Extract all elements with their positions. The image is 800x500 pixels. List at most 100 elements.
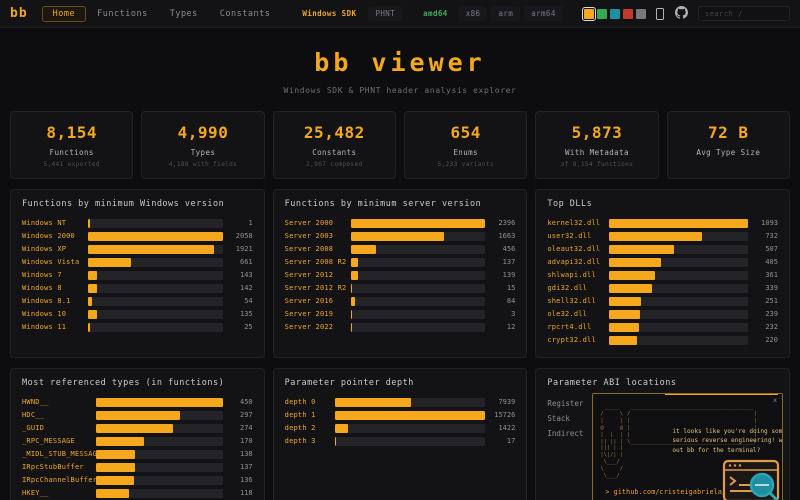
stat-label: Types [190, 148, 216, 157]
abi-label-list: Register Stack Indirect [547, 396, 778, 441]
stat-sublabel: 2,967 composed [306, 161, 363, 168]
bar-track [88, 218, 223, 228]
bar-fill [88, 218, 90, 228]
panel-parameter-abi-locations: Parameter ABI locations Register Stack I… [535, 368, 790, 500]
bar-row: Server 2008 456 [285, 243, 515, 255]
bar-track [88, 283, 223, 293]
bar-row: Server 2016 84 [285, 295, 515, 307]
bar-label: kernel32.dll [547, 219, 601, 227]
bar-value: 137 [240, 463, 253, 471]
theme-swatch-gray[interactable] [636, 8, 646, 19]
stat-value: 4,990 [177, 123, 229, 142]
bar-row: Windows XP 1921 [22, 243, 253, 255]
bar-fill [609, 296, 642, 306]
bar-track [88, 296, 223, 306]
bar-label: _GUID [22, 424, 45, 432]
terminal-search-icon[interactable] [718, 456, 780, 500]
source-badge-phnt[interactable]: PHNT [368, 6, 403, 21]
bar-value: 1093 [761, 219, 778, 227]
bar-row: Windows 10 135 [22, 308, 253, 320]
bar-list: kernel32.dll 1093 user32.dll 732 oleaut32.dl… [547, 217, 778, 346]
nav-link-types[interactable]: Types [169, 8, 198, 19]
nav-link-functions[interactable]: Functions [97, 8, 148, 19]
bar-fill [334, 423, 349, 433]
panel-title: Top DLLs [547, 199, 593, 209]
bar-value: 142 [240, 284, 253, 292]
bar-label: Windows 8 [22, 284, 62, 292]
panel-functions-by-server-version: Functions by minimum server version Serv… [272, 189, 528, 358]
clippy-github-link[interactable]: > github.com/cristeigabriela/bb [605, 488, 735, 496]
stat-value: 8,154 [46, 123, 97, 142]
bar-row: Windows 7 143 [22, 269, 253, 281]
clippy-popup[interactable]: x _____ / \ | | @ @ | | | || || | ||| | … [592, 393, 783, 500]
bar-label: IRpcStubBuffer [22, 463, 84, 471]
bar-row: shlwapi.dll 361 [547, 269, 778, 281]
stat-card-constants: 25,482 Constants 2,967 composed [272, 111, 396, 179]
bar-row: _MIDL_STUB_MESSAGE 138 [22, 448, 253, 460]
hero-section: bb viewer Windows SDK & PHNT header anal… [0, 28, 800, 105]
theme-swatch-amber[interactable] [582, 6, 596, 21]
bar-track [609, 231, 748, 241]
bar-fill [88, 322, 90, 332]
bar-list: Windows NT 1 Windows 2000 2058 Windows XP 192… [22, 217, 253, 333]
bar-fill [609, 335, 638, 345]
bar-fill [334, 397, 411, 407]
bar-label: HDC__ [22, 411, 45, 419]
search-input[interactable]: search / [698, 6, 790, 21]
bar-value: 135 [240, 310, 253, 318]
abi-row: Stack [547, 411, 778, 426]
bar-list: HWND__ 450 HDC__ 297 _GUID 274 _RPC_MESSAGE 170… [22, 396, 253, 499]
bar-row: Windows Vista 661 [22, 256, 253, 268]
source-badge-windows-sdk[interactable]: Windows SDK [302, 9, 357, 18]
bar-fill [88, 283, 98, 293]
close-icon[interactable]: x [773, 396, 777, 404]
bar-track [96, 410, 223, 420]
bar-label: oleaut32.dll [547, 245, 601, 253]
bar-track [334, 436, 486, 446]
arch-badge-x86[interactable]: x86 [458, 6, 488, 21]
theme-swatch-group [582, 6, 646, 21]
bar-value: 25 [244, 323, 253, 331]
bar-row: IRpcChannelBuffer 136 [22, 474, 253, 486]
theme-swatch-teal[interactable] [610, 8, 620, 19]
panel-title: Parameter ABI locations [547, 378, 677, 388]
bar-fill [350, 270, 359, 280]
bar-label: Server 2019 [284, 310, 334, 318]
bar-fill [96, 475, 135, 485]
bar-label: _RPC_MESSAGE [22, 437, 75, 445]
stat-label: With Metadata [565, 148, 629, 157]
bar-value: 405 [765, 258, 778, 266]
bar-fill [88, 244, 214, 254]
bar-value: 251 [765, 297, 778, 305]
bar-track [96, 423, 223, 433]
bar-label: gdi32.dll [547, 284, 588, 292]
arch-badge-arm[interactable]: arm [491, 6, 521, 21]
panel-functions-by-windows-version: Functions by minimum Windows version Win… [10, 189, 265, 358]
bar-fill [88, 270, 98, 280]
mobile-icon[interactable] [654, 7, 666, 21]
theme-swatch-green[interactable] [597, 8, 607, 19]
nav-link-home[interactable]: Home [41, 5, 87, 22]
bar-value: 661 [240, 258, 253, 266]
bar-fill [350, 322, 353, 332]
theme-swatch-red[interactable] [623, 8, 633, 19]
bar-value: 232 [765, 323, 778, 331]
nav-link-constants[interactable]: Constants [219, 8, 271, 19]
stat-sublabel: 5,233 variants [437, 161, 494, 168]
bar-label: HWND__ [22, 398, 49, 406]
bar-value: 139 [502, 271, 516, 279]
bar-label: Windows XP [22, 245, 67, 253]
bar-label: Windows 8.1 [22, 297, 71, 305]
app-logo[interactable]: bb [10, 6, 28, 21]
bar-label: Server 2012 R2 [284, 284, 347, 292]
bar-value: 170 [240, 437, 253, 445]
bar-track [88, 231, 223, 241]
bar-label: Windows Vista [22, 258, 80, 266]
bar-track [609, 322, 748, 332]
bar-value: 339 [765, 284, 778, 292]
arch-badge-amd64[interactable]: amd64 [423, 9, 448, 18]
bar-label: depth 3 [284, 437, 316, 445]
github-icon[interactable] [675, 4, 688, 23]
arch-badge-arm64[interactable]: arm64 [524, 6, 563, 21]
bar-track [350, 283, 486, 293]
